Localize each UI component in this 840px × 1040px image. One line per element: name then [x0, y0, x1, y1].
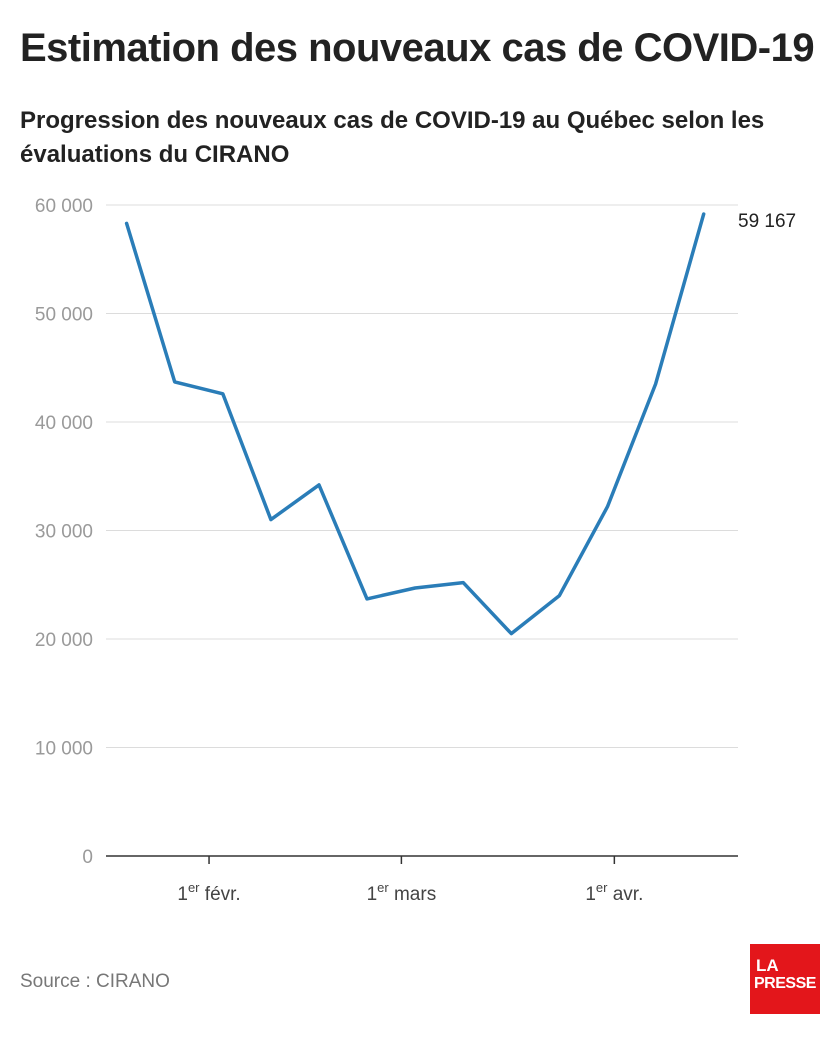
source-note: Source : CIRANO — [20, 971, 170, 992]
chart-title: Estimation des nouveaux cas de COVID-19 — [20, 26, 815, 70]
data-point — [318, 484, 320, 486]
line-chart: 0 10 000 20 000 30 000 40 000 50 000 60 000 1e… — [35, 196, 796, 905]
data-point — [174, 381, 176, 383]
data-point — [703, 213, 705, 215]
x-tick-label: 1er févr. — [177, 880, 240, 905]
y-tick-label: 0 — [82, 847, 93, 868]
data-point — [414, 587, 416, 589]
y-axis-tick-labels: 0 10 000 20 000 30 000 40 000 50 000 60 000 — [35, 196, 93, 868]
x-tick-label: 1er avr. — [585, 880, 643, 905]
data-point — [462, 582, 464, 584]
gridlines — [106, 204, 738, 748]
y-tick-label: 60 000 — [35, 196, 93, 217]
y-tick-label: 30 000 — [35, 522, 93, 543]
logo-line-1: LA — [756, 956, 779, 975]
data-point — [510, 633, 512, 635]
end-value-label: 59 167 — [738, 211, 796, 232]
data-point — [270, 519, 272, 521]
series-layer: 59 167 — [124, 211, 796, 636]
data-point — [366, 598, 368, 600]
y-tick-label: 20 000 — [35, 630, 93, 651]
logo-line-2: PRESSE — [754, 975, 816, 992]
y-tick-label: 50 000 — [35, 305, 93, 326]
y-tick-label: 40 000 — [35, 413, 93, 434]
data-point — [222, 393, 224, 395]
series-line — [124, 212, 706, 636]
chart-subtitle: Progression des nouveaux cas de COVID-19… — [20, 107, 765, 168]
y-tick-label: 10 000 — [35, 739, 93, 760]
data-point — [558, 595, 560, 597]
x-axis: 1er févr. 1er mars 1er avr. — [106, 855, 738, 905]
data-point — [655, 383, 657, 385]
data-point — [606, 506, 608, 508]
la-presse-logo: LA PRESSE — [750, 944, 820, 1014]
x-tick-label: 1er mars — [367, 880, 437, 905]
data-point — [126, 222, 128, 224]
